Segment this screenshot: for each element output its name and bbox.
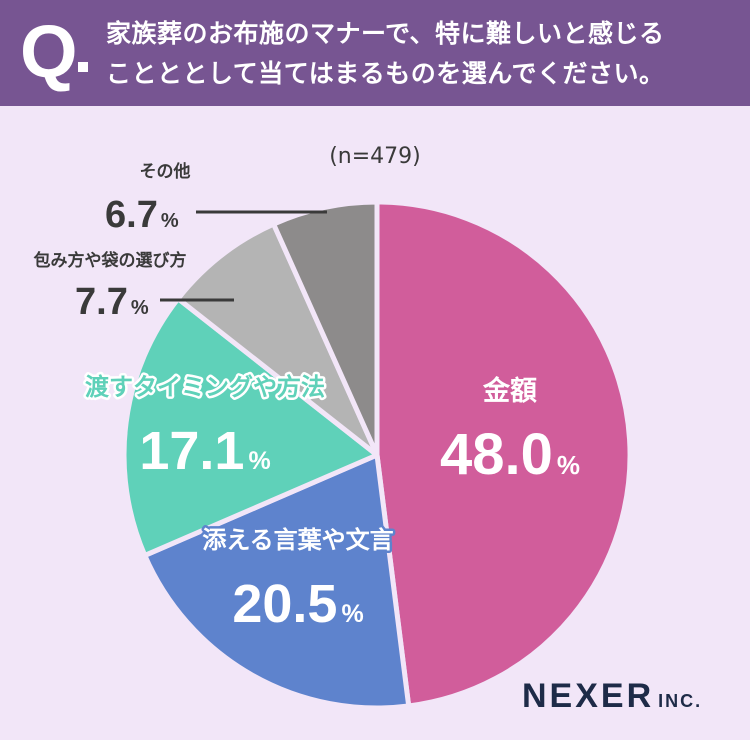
slice-label-5: その他 xyxy=(140,161,191,182)
nexer-logo: NEXER INC. xyxy=(522,677,702,716)
question-mark: Q xyxy=(20,10,78,93)
question-line-2: ことととして当てはまるものを選んでください。 xyxy=(106,59,665,88)
slice-label-2: 添える言葉や文言 xyxy=(202,526,393,554)
pie-slice-3 xyxy=(121,296,380,558)
slice-value-1: 48.0% xyxy=(440,422,580,487)
pie-slice-5 xyxy=(271,199,380,458)
pie-callouts xyxy=(160,210,327,302)
pie-slice-1 xyxy=(374,199,633,709)
slice-value-5: 6.7% xyxy=(105,194,179,236)
slice-value-3: 17.1% xyxy=(139,421,270,481)
question-header: Q 家族葬のお布施のマナーで、特に難しいと感じる ことととして当てはまるものを選… xyxy=(0,0,750,106)
slice-label-1: 金額 xyxy=(482,375,537,407)
slice-label-4: 包み方や袋の選び方 xyxy=(34,250,187,271)
pie-slice-2 xyxy=(142,452,412,711)
slice-value-2: 20.5% xyxy=(232,574,363,634)
question-line-1: 家族葬のお布施のマナーで、特に難しいと感じる xyxy=(106,19,665,48)
pie-labels: 金額 48.0 % 添える言葉や文言 20.5 % 渡すタイミングや方法 17.1 % その他 6.… xyxy=(34,161,581,634)
slice-value-4: 7.7% xyxy=(75,281,149,323)
pie-slices xyxy=(121,199,633,711)
logo-main: NEXER xyxy=(522,677,655,715)
question-text: 家族葬のお布施のマナーで、特に難しいと感じる ことととして当てはまるものを選んで… xyxy=(106,14,736,94)
question-mark-dot xyxy=(78,62,88,72)
sample-size: (n=479) xyxy=(329,144,421,169)
logo-sub: INC. xyxy=(658,691,703,711)
slice-label-3: 渡すタイミングや方法 xyxy=(85,373,325,401)
pie-slice-4 xyxy=(175,221,380,458)
